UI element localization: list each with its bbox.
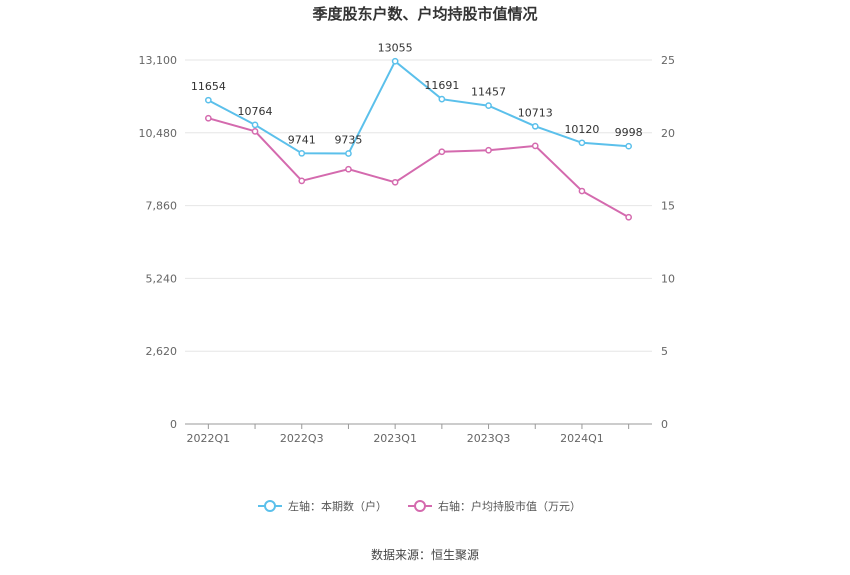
series-lines (205, 57, 633, 221)
x-tick-label: 2024Q1 (560, 432, 604, 445)
grid-lines (185, 59, 652, 352)
data-label: 9735 (334, 134, 362, 147)
data-point (391, 57, 399, 65)
right-axis-ticks: 0 5 10 15 20 25 (661, 54, 675, 431)
data-label: 11457 (471, 86, 506, 99)
data-label: 10764 (238, 105, 273, 118)
x-tick-label: 2023Q3 (467, 432, 511, 445)
data-point (391, 178, 399, 186)
data-point (251, 127, 259, 135)
chart-title: 季度股东户数、户均持股市值情况 (312, 5, 537, 23)
data-point (625, 213, 633, 221)
data-point (578, 187, 586, 195)
left-axis-ticks: 0 2,620 5,240 7,860 10,480 13,100 (139, 54, 178, 431)
data-point (625, 142, 633, 150)
x-tick-label: 2022Q1 (187, 432, 231, 445)
left-tick-label: 0 (170, 418, 177, 431)
legend-label: 左轴：本期数（户） (288, 499, 387, 513)
data-label: 10120 (564, 123, 599, 136)
right-tick-label: 0 (661, 418, 668, 431)
data-point (438, 95, 446, 103)
legend-marker (414, 500, 426, 512)
data-point (345, 165, 352, 173)
data-label: 13055 (378, 41, 413, 54)
source-note: 数据来源：恒生聚源 (371, 547, 479, 562)
left-tick-label: 7,860 (146, 200, 178, 213)
data-label: 11691 (424, 79, 459, 92)
left-tick-label: 13,100 (139, 54, 178, 67)
data-point (205, 114, 212, 122)
right-tick-label: 25 (661, 54, 675, 67)
data-point (485, 146, 492, 154)
series-line-0 (207, 59, 629, 155)
right-tick-label: 15 (661, 200, 675, 213)
data-point (438, 148, 446, 156)
right-tick-label: 10 (661, 272, 675, 285)
data-point (485, 102, 492, 110)
left-tick-label: 2,620 (146, 345, 178, 358)
x-tick-label: 2022Q3 (280, 432, 324, 445)
legend-label: 右轴：户均持股市值（万元） (438, 499, 581, 513)
data-label: 9998 (615, 126, 643, 139)
data-label: 11654 (191, 80, 226, 93)
left-tick-label: 10,480 (139, 127, 178, 140)
data-label: 9741 (288, 133, 316, 146)
right-tick-label: 20 (661, 127, 675, 140)
x-axis: 2022Q1 2022Q3 2023Q1 2023Q3 2024Q1 (185, 423, 652, 445)
data-point (205, 96, 212, 104)
data-point (345, 150, 352, 157)
right-tick-label: 5 (661, 345, 668, 358)
legend-marker (264, 500, 276, 512)
data-point (531, 142, 539, 150)
data-point (251, 121, 259, 129)
series-line-1 (208, 117, 630, 219)
data-point (298, 177, 306, 185)
legend-item[interactable]: 左轴：本期数（户） (258, 499, 387, 513)
x-tick-label: 2023Q1 (373, 432, 417, 445)
data-label: 10713 (518, 106, 553, 119)
data-point (531, 122, 539, 130)
data-labels: 11654 10764 9741 9735 13055 11691 11457 10713 10… (191, 41, 643, 146)
data-point (578, 139, 586, 147)
legend-item[interactable]: 右轴：户均持股市值（万元） (408, 499, 581, 513)
legend[interactable]: 左轴：本期数（户） 右轴：户均持股市值（万元） (258, 499, 581, 513)
data-point (298, 149, 306, 157)
left-tick-label: 5,240 (146, 272, 178, 285)
